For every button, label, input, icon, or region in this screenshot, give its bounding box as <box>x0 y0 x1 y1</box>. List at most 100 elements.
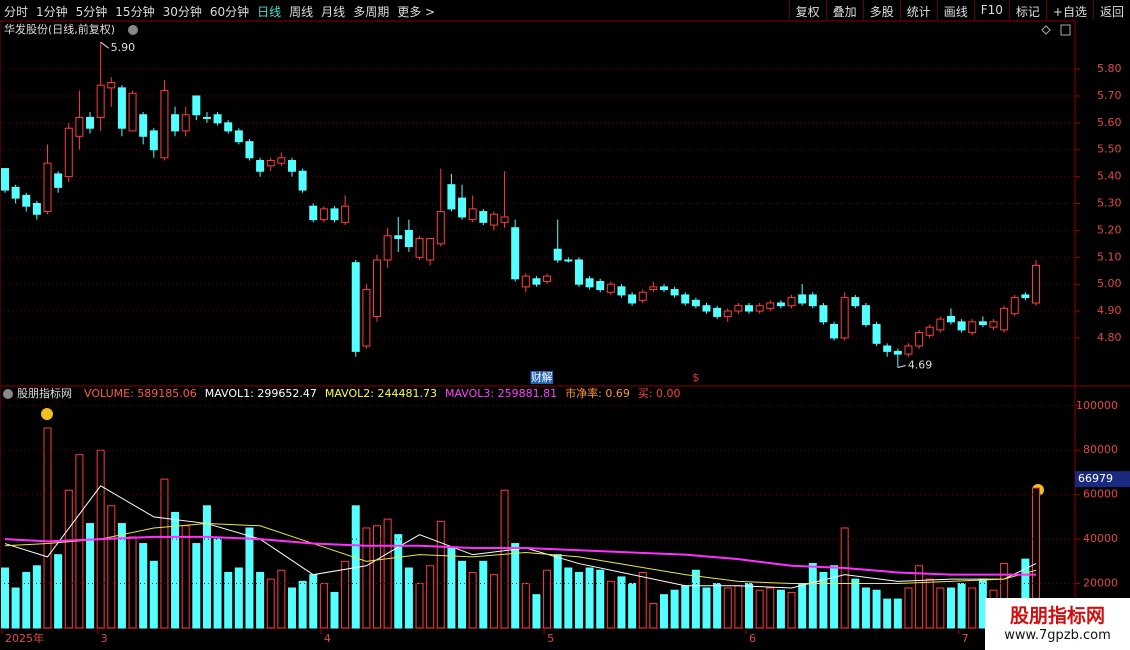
volume-bar <box>149 560 158 629</box>
volume-bar <box>86 523 95 629</box>
period-tab[interactable]: 分时 <box>4 5 29 19</box>
candle-body <box>606 283 615 293</box>
candle-body <box>107 82 116 89</box>
volume-bar <box>883 598 892 629</box>
volume-bar <box>574 571 583 629</box>
tool-button[interactable]: 统计 <box>899 0 937 20</box>
period-tab[interactable]: 15分钟 <box>115 5 155 19</box>
candle-body <box>224 122 233 132</box>
period-tab[interactable]: 周线 <box>289 5 314 19</box>
title-menu[interactable] <box>128 25 138 35</box>
candle-body <box>415 237 424 258</box>
candle-body <box>957 321 966 331</box>
period-tab[interactable]: 5分钟 <box>75 5 108 19</box>
date-label: 4 <box>324 632 331 645</box>
indicator-title: 股朋指标网 <box>17 386 72 400</box>
watermark-title: 股朋指标网 <box>1009 605 1105 627</box>
candle-body <box>128 92 137 132</box>
candle-body <box>479 211 488 223</box>
candle-body <box>564 259 573 262</box>
volume-bar <box>532 594 541 629</box>
candle-body <box>968 321 977 334</box>
candle-body <box>617 286 626 296</box>
period-tab[interactable]: 多周期 <box>353 5 390 19</box>
candle-body <box>54 173 63 188</box>
candle-body <box>234 130 243 143</box>
candle-body <box>596 280 605 291</box>
volume-bar <box>500 489 509 629</box>
volume-bar <box>1 567 9 629</box>
date-label: 6 <box>749 632 756 645</box>
period-tab[interactable]: 更多 > <box>397 5 436 19</box>
period-tab[interactable]: 日线 <box>257 5 282 19</box>
indicator-menu[interactable] <box>3 389 13 399</box>
candle-body <box>1010 297 1019 315</box>
candle-body <box>351 262 360 352</box>
volume-bar <box>341 560 350 629</box>
volume-bar <box>394 534 403 629</box>
candle-body <box>893 350 902 355</box>
candle-body <box>702 305 711 312</box>
tool-button[interactable]: +自选 <box>1045 0 1093 20</box>
annotation-label: 5.90 <box>111 41 136 54</box>
indicator-value: VOLUME: 589185.06 <box>84 387 197 400</box>
volume-bar <box>330 591 339 629</box>
y-tick-label: 40000 <box>1083 532 1118 545</box>
volume-bar <box>107 505 116 629</box>
window-icon[interactable] <box>1060 24 1071 36</box>
volume-bar <box>798 583 807 629</box>
period-tab[interactable]: 月线 <box>321 5 346 19</box>
candle-body <box>659 286 668 291</box>
candle-body <box>383 235 392 261</box>
volume-bar <box>936 587 945 629</box>
diamond-icon[interactable] <box>1041 25 1051 35</box>
candle-body <box>86 116 95 129</box>
tool-button[interactable]: 画线 <box>936 0 974 20</box>
volume-bar <box>649 603 658 629</box>
volume-bar <box>925 578 934 629</box>
volume-bar <box>224 571 233 629</box>
candle-body <box>43 162 52 213</box>
candle-body <box>171 114 180 132</box>
y-tick-label: 5.80 <box>1097 62 1122 75</box>
period-tab[interactable]: 30分钟 <box>162 5 202 19</box>
period-tab[interactable]: 60分钟 <box>209 5 250 19</box>
last-marker-label: 66979 <box>1078 472 1113 485</box>
volume-bar <box>447 547 456 629</box>
candle-body <box>819 305 828 323</box>
volume-bar <box>256 571 265 629</box>
volume-bar <box>904 587 913 629</box>
candle-body <box>22 194 31 207</box>
period-tab[interactable]: 1分钟 <box>36 5 68 19</box>
candle-body <box>298 170 307 191</box>
tool-button[interactable]: 多股 <box>862 0 900 20</box>
volume-bar <box>11 587 20 629</box>
candle-body <box>861 305 870 325</box>
volume-bar <box>64 489 73 629</box>
candle-body <box>628 294 637 304</box>
volume-bar <box>819 571 828 629</box>
tool-button[interactable]: F10 <box>973 0 1009 20</box>
candle-body <box>404 229 413 248</box>
tool-button[interactable]: 叠加 <box>825 0 863 20</box>
volume-bar <box>128 536 137 629</box>
candle-body <box>1032 264 1040 304</box>
candle-body <box>117 87 126 129</box>
tool-buttons: 复权 叠加 多股 统计 画线 F10 标记 +自选 返回 <box>788 0 1130 20</box>
volume-bar <box>192 543 201 629</box>
tool-button[interactable]: 标记 <box>1008 0 1046 20</box>
annotation-pointer <box>897 365 906 369</box>
volume-bar <box>287 587 296 629</box>
volume-bar <box>298 580 307 629</box>
volume-bar <box>776 589 785 629</box>
date-label: 5 <box>547 632 554 645</box>
date-label: 7 <box>962 632 969 645</box>
candle-body <box>202 116 211 119</box>
candle-body <box>681 294 690 304</box>
volume-bar <box>319 583 328 629</box>
volume-bar <box>713 583 722 629</box>
tool-button[interactable]: 复权 <box>788 0 826 20</box>
y-tick-label: 5.40 <box>1097 170 1122 183</box>
tool-button[interactable]: 返回 <box>1092 0 1130 20</box>
volume-bar <box>596 569 605 629</box>
